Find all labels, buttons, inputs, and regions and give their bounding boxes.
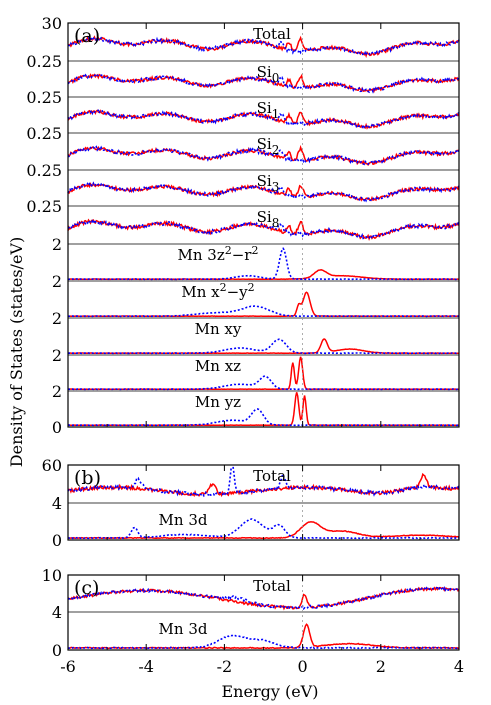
curve-blue-dotted — [67, 181, 460, 203]
row-label: Mn 3d — [159, 511, 208, 529]
curve-red-solid — [67, 269, 460, 281]
y-tick-label: 0.25 — [26, 197, 62, 216]
row-label: Mn 3d — [159, 620, 208, 638]
row-0-8: Mn xy 2 — [52, 309, 460, 355]
row-2-0: Total 10 — [42, 566, 460, 611]
panel-letter: (b) — [74, 467, 101, 489]
y-tick-label: 0.25 — [26, 52, 62, 71]
row-1-0: Total 60 — [42, 456, 460, 498]
y-tick-label: 0.25 — [26, 88, 62, 107]
row-label: Total — [253, 467, 291, 485]
row-0-2: Si1 0.25 — [26, 88, 460, 130]
curve-red-solid — [68, 392, 460, 427]
row-label: Si0 — [257, 63, 280, 85]
row-label: Mn xz — [195, 357, 241, 375]
y-tick-label: 4 — [52, 603, 62, 622]
row-0-1: Si0 0.25 — [26, 52, 460, 94]
x-tick-label: 4 — [454, 657, 464, 676]
row-0-7: Mn x2−y2 2 — [52, 272, 460, 318]
x-tick-label: -2 — [217, 657, 233, 676]
row-label: Si3 — [257, 172, 280, 194]
panel-2: Total 10 Mn 3d 4 0 (c) — [42, 566, 460, 660]
curve-blue-dotted — [67, 247, 460, 281]
panel-letter: (c) — [74, 577, 99, 599]
row-label: Mn x2−y2 — [181, 281, 254, 301]
x-axis: -6 -4 -2 0 2 4 — [60, 657, 464, 676]
y-tick-label: 0 — [52, 641, 62, 660]
y-tick-label: 0.25 — [26, 161, 62, 180]
curve-red-solid — [67, 623, 460, 650]
curve-blue-dotted — [67, 217, 460, 241]
curve-blue-dotted — [67, 586, 460, 611]
panels-layer: Total 30 Si0 0.25 Si1 0.25 Si2 0.25 Si3 0.25 Si8 0.… — [26, 14, 460, 660]
curve-blue-dotted — [67, 634, 459, 650]
curve-red-solid — [67, 356, 459, 391]
x-tick-label: -4 — [138, 657, 154, 676]
y-tick-label: 60 — [42, 456, 62, 475]
curve-blue-dotted — [67, 338, 459, 355]
curve-blue-dotted — [67, 518, 459, 540]
y-tick-label: 2 — [52, 235, 62, 254]
row-0-4: Si3 0.25 — [26, 161, 460, 203]
y-tick-label: 10 — [42, 566, 62, 585]
curve-blue-dotted — [68, 408, 460, 427]
y-tick-label: 4 — [52, 494, 62, 513]
row-0-0: Total 30 — [42, 14, 460, 59]
row-1-1: Mn 3d 4 — [52, 494, 460, 540]
x-tick-label: -6 — [60, 657, 76, 676]
curve-red-solid — [67, 521, 460, 540]
curve-blue-dotted — [67, 35, 460, 57]
y-tick-label: 0 — [52, 418, 62, 437]
curve-blue-dotted — [67, 145, 460, 166]
y-tick-label: 2 — [52, 382, 62, 401]
x-axis-title: Energy (eV) — [222, 682, 319, 701]
row-0-5: Si8 0.25 — [26, 197, 460, 241]
curve-blue-dotted — [67, 305, 460, 318]
curve-red-solid — [67, 338, 460, 355]
y-tick-label: 0 — [52, 531, 62, 550]
y-tick-label: 2 — [52, 309, 62, 328]
curve-blue-dotted — [67, 466, 460, 498]
row-label: Total — [253, 25, 291, 43]
panel-letter: (a) — [74, 25, 100, 47]
row-0-3: Si2 0.25 — [26, 124, 460, 166]
row-2-1: Mn 3d 4 — [52, 603, 460, 650]
x-tick-label: 0 — [298, 657, 308, 676]
row-label: Si8 — [257, 208, 280, 230]
row-label: Mn yz — [195, 393, 241, 411]
row-0-6: Mn 3z2−r2 2 — [52, 235, 460, 281]
y-tick-label: 0.25 — [26, 124, 62, 143]
panel-0: Total 30 Si0 0.25 Si1 0.25 Si2 0.25 Si3 0.25 Si8 0.… — [26, 14, 460, 437]
row-label: Si2 — [257, 135, 280, 157]
y-tick-label: 30 — [42, 14, 62, 33]
x-tick-label: 2 — [376, 657, 386, 676]
y-axis-title: Density of States (states/eV) — [7, 237, 26, 467]
y-tick-label: 2 — [52, 346, 62, 365]
curve-blue-dotted — [67, 375, 459, 391]
row-label: Si1 — [257, 99, 280, 121]
row-label: Mn 3z2−r2 — [178, 244, 259, 264]
y-tick-label: 2 — [52, 272, 62, 291]
row-label: Total — [253, 577, 291, 595]
curve-blue-dotted — [67, 73, 460, 94]
row-0-9: Mn xz 2 — [52, 346, 459, 391]
panel-1: Total 60 Mn 3d 4 0 (b) — [42, 456, 460, 550]
row-label: Mn xy — [195, 320, 242, 338]
curve-blue-dotted — [67, 108, 460, 129]
curve-red-solid — [67, 291, 460, 318]
